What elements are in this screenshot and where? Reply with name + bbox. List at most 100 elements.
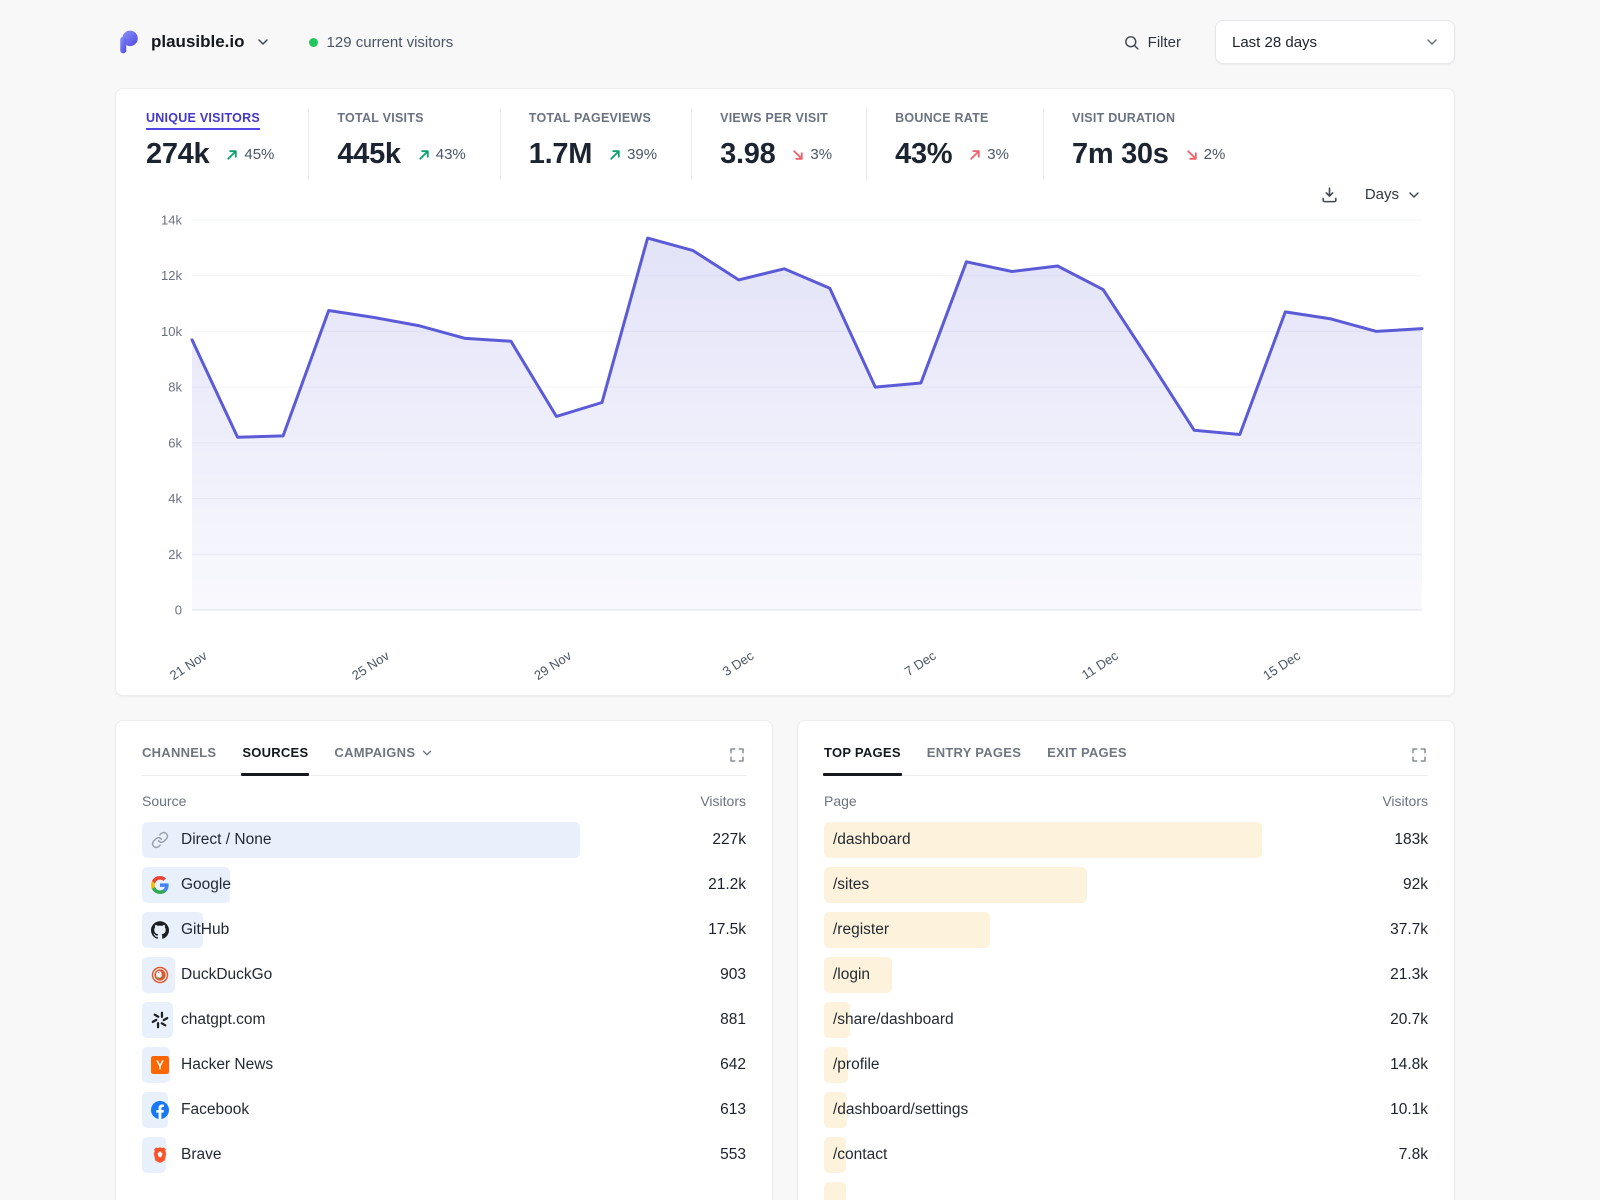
table-row[interactable]: /register 37.7k	[824, 912, 1428, 948]
svg-text:21 Nov: 21 Nov	[167, 648, 210, 683]
chevron-down-icon	[1424, 34, 1440, 50]
stat-bounce-rate[interactable]: BOUNCE RATE 43% 3%	[866, 109, 1043, 179]
stat-label: UNIQUE VISITORS	[146, 111, 260, 130]
site-switcher[interactable]: plausible.io	[115, 29, 271, 55]
row-label[interactable]: Brave	[181, 1146, 222, 1163]
expand-icon[interactable]	[728, 746, 746, 764]
table-row[interactable]: Direct / None 227k	[142, 822, 746, 858]
download-icon[interactable]	[1320, 185, 1339, 204]
table-row[interactable]: GitHub 17.5k	[142, 912, 746, 948]
row-label[interactable]: /register	[833, 921, 889, 938]
table-row[interactable]: /profile 14.8k	[824, 1047, 1428, 1083]
stat-value: 43%	[895, 138, 953, 170]
stat-visit-duration[interactable]: VISIT DURATION 7m 30s 2%	[1042, 109, 1259, 179]
row-value: 642	[720, 1056, 746, 1073]
row-bar	[824, 1092, 847, 1128]
stat-total-visits[interactable]: TOTAL VISITS 445k 43%	[308, 109, 499, 179]
row-main: /profile	[824, 1056, 880, 1074]
row-main: /dashboard/settings	[824, 1101, 968, 1119]
tab-top-pages[interactable]: TOP PAGES	[823, 745, 902, 776]
row-label[interactable]: Direct / None	[181, 831, 272, 848]
table-row[interactable]: chatgpt.com 881	[142, 1002, 746, 1038]
chevron-down-icon	[255, 34, 271, 50]
table-row[interactable]: /contact 7.8k	[824, 1137, 1428, 1173]
tab-entry-pages[interactable]: ENTRY PAGES	[927, 745, 1021, 775]
table-row[interactable]: /dashboard/settings 10.1k	[824, 1092, 1428, 1128]
col-page: Page	[824, 793, 857, 809]
row-value: 227k	[712, 831, 746, 848]
row-label[interactable]: /share/dashboard	[833, 1011, 954, 1028]
svg-text:3 Dec: 3 Dec	[720, 648, 757, 679]
row-value: 10.1k	[1390, 1101, 1428, 1118]
table-row[interactable]: /sites 92k	[824, 867, 1428, 903]
col-visitors: Visitors	[1382, 793, 1428, 809]
table-row[interactable]: DuckDuckGo 903	[142, 957, 746, 993]
row-label[interactable]: /profile	[833, 1056, 880, 1073]
stat-value-line: 3.98 3%	[720, 138, 832, 171]
bottom-panels: CHANNELS SOURCES CAMPAIGNS	[115, 720, 1455, 1200]
tab-exit-pages[interactable]: EXIT PAGES	[1047, 745, 1127, 775]
row-main: Google	[142, 876, 231, 894]
chart-controls: Days	[146, 185, 1422, 204]
stat-value: 445k	[337, 138, 401, 170]
stat-unique-visitors[interactable]: UNIQUE VISITORS 274k 45%	[146, 109, 308, 179]
row-main: /dashboard	[824, 831, 911, 849]
row-label[interactable]: chatgpt.com	[181, 1011, 266, 1028]
table-row[interactable]: Brave 553	[142, 1137, 746, 1173]
stat-total-pageviews[interactable]: TOTAL PAGEVIEWS 1.7M 39%	[499, 109, 691, 179]
row-label[interactable]: DuckDuckGo	[181, 966, 273, 983]
tab-channels[interactable]: CHANNELS	[142, 745, 216, 775]
visitors-chart[interactable]: 0 2k 4k 6k 8k 10k 12k 14k 21 Nov 25 Nov 29 Nov 3 De…	[146, 206, 1424, 689]
expand-icon[interactable]	[1410, 746, 1428, 764]
svg-text:6k: 6k	[168, 435, 182, 450]
pages-col-header: Page Visitors	[824, 793, 1428, 809]
row-label[interactable]: Google	[181, 876, 231, 893]
filter-button[interactable]: Filter	[1123, 34, 1181, 51]
svg-text:14k: 14k	[161, 213, 182, 228]
site-name: plausible.io	[151, 32, 245, 51]
row-main: Facebook	[142, 1101, 249, 1119]
stat-label: TOTAL PAGEVIEWS	[528, 111, 652, 125]
row-value: 21.2k	[708, 876, 746, 893]
stat-change: 3%	[791, 146, 832, 163]
tab-campaigns[interactable]: CAMPAIGNS	[334, 745, 434, 775]
row-label[interactable]: /dashboard	[833, 831, 911, 848]
row-label[interactable]: /dashboard/settings	[833, 1101, 969, 1118]
table-row[interactable]: /login 21.3k	[824, 957, 1428, 993]
topbar: plausible.io 129 current visitors Filter…	[115, 20, 1455, 64]
tab-sources[interactable]: SOURCES	[241, 745, 310, 776]
row-label[interactable]: /login	[833, 966, 871, 983]
interval-picker[interactable]: Days	[1365, 186, 1422, 203]
trend-arrow-down-icon	[1185, 148, 1199, 162]
table-row[interactable]: Facebook 613	[142, 1092, 746, 1128]
row-label[interactable]: Facebook	[181, 1101, 250, 1118]
plausible-logo-icon	[115, 29, 141, 55]
row-label[interactable]: GitHub	[181, 921, 230, 938]
svg-text:29 Nov: 29 Nov	[531, 648, 574, 683]
sources-panel: CHANNELS SOURCES CAMPAIGNS	[115, 720, 773, 1200]
date-range-picker[interactable]: Last 28 days	[1215, 20, 1455, 64]
row-label[interactable]: /contact	[833, 1146, 888, 1163]
row-main: Brave	[142, 1146, 222, 1164]
duckduckgo-icon	[151, 966, 169, 984]
row-label[interactable]: /sites	[833, 876, 870, 893]
row-main: Direct / None	[142, 831, 271, 849]
live-dot-icon	[308, 37, 318, 47]
table-row[interactable]: Google 21.2k	[142, 867, 746, 903]
facebook-icon	[151, 1101, 169, 1119]
pages-panel: TOP PAGES ENTRY PAGES EXIT PAGES Page Vi…	[797, 720, 1455, 1200]
row-main: /sites	[824, 876, 869, 894]
stat-views-per-visit[interactable]: VIEWS PER VISIT 3.98 3%	[691, 109, 866, 179]
pages-tabs: TOP PAGES ENTRY PAGES EXIT PAGES	[823, 745, 1127, 776]
row-label[interactable]: Hacker News	[181, 1056, 274, 1073]
table-row-partial	[824, 1182, 1428, 1200]
current-visitors[interactable]: 129 current visitors	[308, 34, 453, 51]
table-row[interactable]: /share/dashboard 20.7k	[824, 1002, 1428, 1038]
visitors-chart-svg: 0 2k 4k 6k 8k 10k 12k 14k 21 Nov 25 Nov 29 Nov 3 De…	[161, 213, 1424, 683]
table-row[interactable]: Hacker News 642	[142, 1047, 746, 1083]
stats-row: UNIQUE VISITORS 274k 45% TOTAL VISITS 445k 43…	[146, 109, 1424, 179]
row-value: 881	[720, 1011, 746, 1028]
row-value: 903	[720, 966, 746, 983]
row-bar	[824, 1182, 846, 1200]
table-row[interactable]: /dashboard 183k	[824, 822, 1428, 858]
